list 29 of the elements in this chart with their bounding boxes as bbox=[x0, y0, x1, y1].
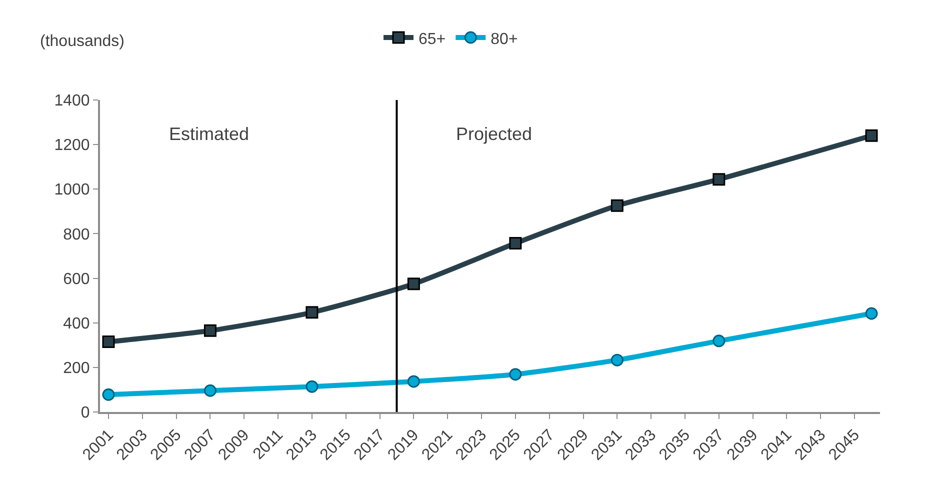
y-tick-label: 600 bbox=[63, 270, 90, 288]
point bbox=[712, 334, 726, 348]
y-tick-label: 800 bbox=[63, 226, 90, 244]
annotation: Projected bbox=[456, 124, 532, 144]
y-tick-label: 400 bbox=[63, 315, 90, 332]
legend-label: 65+ bbox=[418, 30, 446, 48]
legend-label: 80+ bbox=[490, 30, 518, 48]
point bbox=[712, 173, 726, 186]
y-tick-label: 200 bbox=[63, 360, 90, 378]
point bbox=[102, 388, 115, 401]
point bbox=[407, 278, 420, 290]
point bbox=[865, 307, 878, 320]
point bbox=[509, 368, 522, 381]
y-tick-label: 0 bbox=[80, 404, 90, 422]
point bbox=[204, 324, 216, 337]
point bbox=[509, 237, 522, 250]
point bbox=[610, 354, 624, 366]
point bbox=[865, 129, 878, 142]
point bbox=[306, 306, 318, 319]
y-tick-label: 1200 bbox=[54, 137, 90, 154]
point bbox=[306, 380, 318, 393]
point bbox=[407, 375, 420, 388]
annotation: Estimated bbox=[169, 124, 250, 144]
point bbox=[204, 384, 216, 397]
point bbox=[102, 336, 115, 348]
y-axis-title: (thousands) bbox=[40, 33, 124, 50]
y-tick-label: 1400 bbox=[54, 92, 90, 110]
point bbox=[610, 199, 624, 212]
y-tick-label: 1000 bbox=[54, 182, 90, 199]
